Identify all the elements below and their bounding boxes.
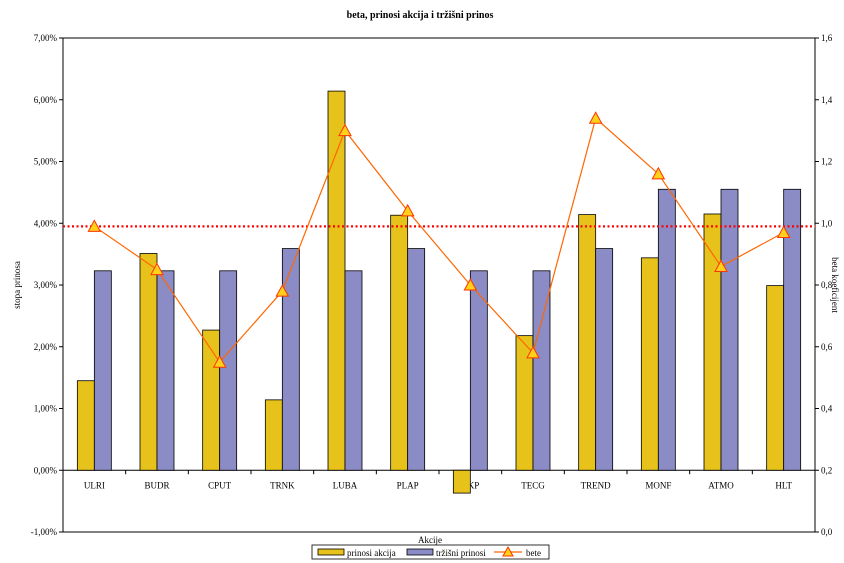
- bar-trzisni-prinosi: [783, 188, 802, 471]
- bar-trzisni-prinosi: [532, 270, 551, 471]
- y2-tick-label: 0,6: [821, 342, 833, 352]
- y-tick-label: 5,00%: [34, 157, 58, 167]
- legend-label-trzisni-prinosi: tržišni prinosi: [436, 548, 486, 558]
- bar-trzisni-prinosi: [657, 188, 676, 471]
- bar-trzisni-prinosi: [93, 270, 112, 471]
- x-tick-label: PLAP: [397, 480, 419, 490]
- bar-trzisni-prinosi: [720, 188, 739, 471]
- bar-prinosi-akcija: [76, 380, 95, 471]
- legend-marker-bete: [502, 545, 514, 557]
- beta-marker: [275, 284, 290, 297]
- chart-title: beta, prinosi akcija i tržišni prinos: [347, 10, 494, 21]
- bar-prinosi-akcija: [640, 257, 659, 471]
- bar-prinosi-akcija: [578, 214, 597, 471]
- y-tick-label: 4,00%: [34, 218, 58, 228]
- legend-label-bete: bete: [526, 548, 541, 558]
- y2-tick-label: 1,0: [821, 218, 833, 228]
- beta-marker: [588, 111, 603, 124]
- y-tick-label: 7,00%: [34, 33, 58, 43]
- legend: prinosi akcija tržišni prinosi bete: [311, 544, 550, 560]
- bar-prinosi-akcija: [202, 329, 221, 471]
- bar-trzisni-prinosi: [281, 248, 300, 471]
- plot-area: [62, 37, 816, 533]
- beta-marker: [150, 262, 164, 276]
- y2-tick-label: 0,2: [821, 465, 832, 475]
- x-tick-label: ULRI: [84, 480, 105, 490]
- bar-prinosi-akcija: [327, 90, 346, 471]
- y-tick-label: 6,00%: [34, 95, 58, 105]
- x-tick-label: BUDR: [144, 480, 169, 490]
- y2-tick-label: 0,0: [821, 527, 833, 537]
- beta-marker: [400, 203, 415, 217]
- plot-background: [63, 38, 815, 532]
- bar-prinosi-akcija: [390, 214, 409, 471]
- x-tick-label: TRNK: [270, 480, 295, 490]
- legend-label-prinosi-akcija: prinosi akcija: [347, 548, 396, 558]
- bar-prinosi-akcija: [264, 399, 283, 471]
- y2-tick-label: 0,4: [821, 404, 833, 414]
- y-tick-label: 1,00%: [34, 404, 58, 414]
- y2-tick-label: 1,6: [821, 33, 833, 43]
- y2-tick-label: 0,8: [821, 280, 833, 290]
- y2-axis-label: beta koeficijent: [830, 257, 840, 313]
- x-tick-label: TREND: [581, 480, 611, 490]
- y-tick-label: 0,00%: [34, 465, 58, 475]
- bar-trzisni-prinosi: [156, 270, 175, 471]
- bar-trzisni-prinosi: [595, 248, 614, 471]
- bar-prinosi-akcija: [452, 469, 471, 494]
- x-axis-label: Akcije: [418, 535, 442, 545]
- legend-swatch-trzisni-prinosi: [406, 548, 434, 556]
- y-tick-label: 3,00%: [34, 280, 58, 290]
- beta-marker: [212, 355, 227, 368]
- beta-marker: [651, 166, 666, 180]
- beta-line: [93, 117, 784, 364]
- bar-prinosi-akcija: [139, 253, 158, 471]
- bar-trzisni-prinosi: [407, 248, 426, 471]
- bar-prinosi-akcija: [766, 285, 785, 471]
- y-tick-label: -1,00%: [31, 527, 58, 537]
- x-tick-label: CPUT: [208, 480, 232, 490]
- y-axis-label: stopa prinosa: [12, 261, 22, 309]
- beta-marker: [714, 259, 728, 272]
- x-tick-label: HLT: [775, 480, 792, 490]
- x-tick-label: MONF: [645, 480, 671, 490]
- beta-marker: [338, 123, 352, 137]
- beta-marker: [463, 277, 478, 291]
- x-tick-label: TECG: [521, 480, 545, 490]
- beta-marker: [526, 345, 540, 359]
- y2-tick-label: 1,2: [821, 157, 832, 167]
- bar-prinosi-akcija: [703, 213, 722, 471]
- bar-trzisni-prinosi: [344, 270, 363, 471]
- beta-marker: [776, 225, 791, 239]
- x-tick-label: ATMO: [708, 480, 734, 490]
- bar-trzisni-prinosi: [469, 270, 488, 471]
- beta-marker: [87, 219, 102, 232]
- x-tick-label: LUBA: [333, 480, 358, 490]
- y2-tick-label: 1,4: [821, 95, 833, 105]
- y-tick-label: 2,00%: [34, 342, 58, 352]
- bar-trzisni-prinosi: [219, 270, 238, 471]
- legend-swatch-prinosi-akcija: [317, 548, 345, 556]
